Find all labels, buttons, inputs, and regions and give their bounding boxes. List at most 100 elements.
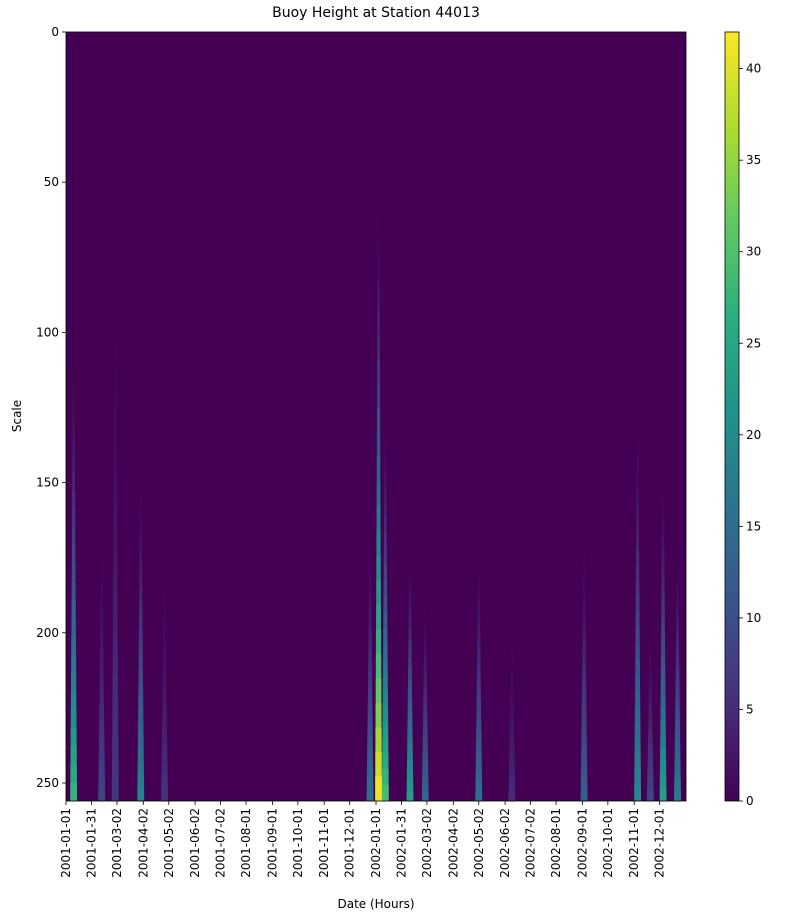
heatmap-cell: [424, 627, 427, 637]
x-axis: 2001-01-01 2001-01-31 2001-03-02 2001-04-02…: [59, 801, 667, 878]
heatmap-cell: [582, 607, 586, 619]
heatmap-cell: [476, 669, 481, 680]
heatmap-cell: [407, 719, 413, 731]
heatmap-cell: [661, 628, 665, 643]
heatmap-cell: [162, 724, 168, 735]
heatmap-cell: [72, 508, 76, 528]
heatmap-cell: [383, 532, 387, 550]
heatmap-cell: [377, 310, 380, 336]
heatmap-cell: [98, 768, 105, 780]
heatmap-cell: [72, 490, 76, 510]
heatmap-cell: [113, 489, 117, 511]
heatmap-cell: [100, 585, 103, 597]
heatmap-cell: [676, 567, 679, 579]
heatmap-cell: [368, 618, 372, 630]
colorbar-tick-label: 25: [746, 336, 761, 350]
heatmap-cell: [112, 697, 119, 719]
heatmap-hotspot: [381, 422, 389, 802]
heatmap-cell: [139, 535, 142, 550]
heatmap-cell: [376, 604, 382, 630]
heatmap-cell: [111, 759, 119, 781]
heatmap-cell: [477, 577, 480, 589]
heatmap-cell: [113, 447, 117, 470]
heatmap-cell: [648, 716, 653, 725]
heatmap-cell: [71, 636, 76, 656]
heatmap-hotspot: [475, 557, 483, 802]
heatmap-cell: [660, 668, 666, 683]
heatmap-cell: [139, 562, 143, 576]
x-tick-label: 2002-01-01: [369, 808, 383, 878]
heatmap-cell: [407, 730, 413, 741]
heatmap-cell: [139, 575, 143, 590]
heatmap-cell: [510, 681, 514, 690]
heatmap-cell: [408, 588, 412, 599]
heatmap-hotspot: [375, 212, 382, 802]
heatmap-cell: [582, 661, 586, 673]
heatmap-cell: [423, 677, 427, 686]
heatmap-hotspot: [634, 422, 642, 802]
x-tick-label: 2001-01-01: [59, 808, 73, 878]
heatmap-cell: [509, 751, 515, 760]
heatmap-cell: [477, 598, 481, 609]
heatmap-cell: [99, 704, 105, 716]
heatmap-cell: [509, 765, 515, 774]
heatmap-cell: [375, 776, 382, 802]
heatmap-cell: [635, 595, 640, 613]
x-tick-label: 2001-09-01: [265, 808, 279, 878]
x-tick-label: 2002-07-02: [524, 808, 538, 878]
x-tick-label: 2001-12-01: [343, 808, 357, 878]
heatmap-cell: [70, 691, 77, 711]
heatmap-cell: [424, 619, 427, 629]
x-axis-label: Date (Hours): [337, 897, 414, 911]
heatmap-cell: [634, 737, 641, 755]
heatmap-hotspot: [646, 632, 654, 802]
heatmap-cell: [138, 681, 144, 696]
heatmap-cell: [660, 734, 666, 749]
x-tick-label: 2001-07-02: [214, 808, 228, 878]
heatmap-cell: [635, 580, 640, 597]
heatmap-cell: [475, 780, 483, 792]
heatmap-cell: [163, 620, 166, 631]
heatmap-cell: [113, 593, 118, 615]
heatmap-cell: [70, 746, 77, 765]
colorbar-tick-label: 15: [746, 519, 761, 533]
heatmap-cell: [659, 761, 667, 775]
heatmap-cell: [660, 708, 666, 722]
heatmap-cell: [423, 685, 428, 695]
heatmap-cell: [510, 653, 514, 662]
heatmap-cell: [659, 774, 667, 789]
heatmap-cell: [138, 668, 143, 683]
heatmap-cell: [662, 482, 665, 497]
heatmap-cell: [636, 469, 639, 487]
heatmap-cell: [581, 747, 587, 759]
heatmap-cell: [581, 704, 587, 716]
heatmap-hotspot: [137, 482, 145, 802]
heatmap-cell: [71, 581, 76, 601]
heatmap-cell: [649, 646, 652, 655]
heatmap-cell: [649, 639, 652, 648]
heatmap-cell: [647, 765, 654, 774]
heatmap-cell: [382, 659, 388, 676]
heatmap-cell: [99, 650, 104, 662]
colorbar-tick-label: 40: [746, 62, 761, 76]
heatmap-cell: [368, 650, 372, 662]
heatmap-cell: [661, 535, 665, 550]
heatmap-cell: [376, 555, 381, 581]
heatmap-cell: [161, 743, 168, 754]
heatmap-cell: [647, 737, 653, 746]
heatmap-cell: [423, 652, 427, 662]
heatmap-cell: [381, 785, 389, 802]
heatmap-cell: [476, 730, 482, 741]
heatmap-cell: [475, 750, 482, 761]
heatmap-cell: [367, 714, 373, 727]
heatmap-cell: [98, 790, 106, 802]
heatmap-cell: [674, 790, 681, 802]
heatmap-cell: [113, 427, 117, 449]
x-tick-label: 2002-03-02: [420, 808, 434, 878]
heatmap-cell: [674, 730, 681, 741]
heatmap-cell: [377, 334, 380, 360]
heatmap-cell: [100, 564, 103, 576]
heatmap-cell: [368, 628, 372, 641]
heatmap-cell: [113, 551, 118, 573]
heatmap-cell: [636, 532, 640, 550]
